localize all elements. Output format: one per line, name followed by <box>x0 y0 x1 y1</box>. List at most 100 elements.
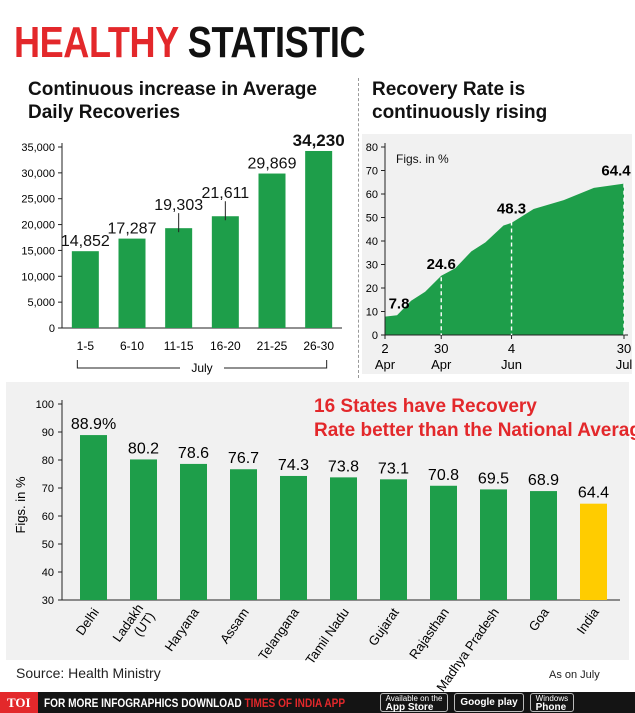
states-panel <box>6 382 629 660</box>
bar-goa <box>530 491 557 600</box>
title-statistic: STATISTIC <box>187 18 366 67</box>
windows-phone-badge-small: Windows <box>535 693 569 703</box>
toi-logo[interactable]: TOI <box>0 692 38 713</box>
y-tick-label: 20 <box>366 283 378 295</box>
x-tick-label: 30 Apr <box>431 341 452 372</box>
annotation-label: 48.3 <box>497 200 526 217</box>
bar-telangana <box>280 475 307 600</box>
google-play-badge[interactable]: Google play <box>454 693 524 712</box>
data-label: 88.9% <box>71 416 116 433</box>
x-tick-label: 30 Jul <box>616 341 633 372</box>
bar-haryana <box>180 463 207 600</box>
y-tick-label: 80 <box>42 455 54 467</box>
bar-gujarat <box>380 479 407 600</box>
left-chart-heading: Continuous increase in Average Daily Rec… <box>28 79 317 123</box>
vertical-divider <box>358 78 359 378</box>
annotation-label: 24.6 <box>427 256 456 273</box>
bar-6-10 <box>118 238 146 328</box>
bar-26-30 <box>305 150 333 328</box>
data-label: 19,303 <box>154 197 203 214</box>
y-tick-label: 70 <box>366 166 378 178</box>
as-on-note: As on July <box>549 669 600 681</box>
bar-ladakh--ut- <box>130 459 157 600</box>
data-label: 34,230 <box>293 131 345 150</box>
bar-india <box>580 503 607 600</box>
x-tick-label: 26-30 <box>303 339 334 353</box>
y-tick-label: 30 <box>366 260 378 272</box>
bar-tamil-nadu <box>330 477 357 600</box>
x-tick-label: 4 Jun <box>501 341 522 372</box>
app-store-badge[interactable]: Available on the App Store <box>379 693 449 713</box>
x-tick-label: Haryana <box>161 604 202 653</box>
data-label: 29,869 <box>248 156 297 173</box>
title-healthy: HEALTHY <box>14 18 179 67</box>
right-chart-heading: Recovery Rate is continuously rising <box>372 79 548 123</box>
y-tick-label: 0 <box>49 323 55 335</box>
x-tick-label: Gujarat <box>365 605 402 649</box>
x-tick-label: Tamil Nadu <box>302 605 352 667</box>
data-label: 17,287 <box>108 221 157 238</box>
x-tick-label: Delhi <box>73 605 102 638</box>
footer-promo-prefix: FOR MORE INFOGRAPHICS DOWNLOAD <box>43 695 242 710</box>
windows-phone-badge[interactable]: Windows Phone <box>529 693 575 712</box>
y-axis-title: Figs. in % <box>13 476 28 534</box>
x-tick-label: 21-25 <box>257 339 288 353</box>
y-tick-label: 50 <box>366 213 378 225</box>
footer-promo[interactable]: FOR MORE INFOGRAPHICS DOWNLOAD TIMES OF … <box>43 695 345 710</box>
data-label: 73.8 <box>328 458 359 475</box>
data-label: 14,852 <box>61 233 110 250</box>
bar-assam <box>230 469 257 600</box>
y-tick-label: 30 <box>42 595 54 607</box>
x-tick-label: India <box>573 604 602 636</box>
y-tick-label: 5,000 <box>27 297 55 309</box>
y-tick-label: 10 <box>366 307 378 319</box>
app-store-badge-small: Available on the <box>385 693 443 703</box>
x-tick-label: Assam <box>217 605 252 646</box>
data-label: 76.7 <box>228 450 259 467</box>
data-label: 69.5 <box>478 470 509 487</box>
data-label: 68.9 <box>528 472 559 489</box>
x-tick-label: Goa <box>526 604 553 633</box>
x-tick-label: Rajasthan <box>406 605 452 662</box>
chart-title: 16 States have Recovery Rate better than … <box>314 396 635 441</box>
recovery-rate-area <box>385 183 624 335</box>
data-label: 74.3 <box>278 457 309 474</box>
x-tick-label: Telangana <box>255 604 302 662</box>
bar-1-5 <box>71 251 99 328</box>
y-tick-label: 90 <box>42 427 54 439</box>
y-tick-label: 40 <box>42 567 54 579</box>
annotation-label: 7.8 <box>389 296 410 313</box>
app-store-badge-big: App Store <box>385 701 434 713</box>
data-label: 73.1 <box>378 460 409 477</box>
page-title: HEALTHY STATISTIC <box>14 18 366 68</box>
y-tick-label: 70 <box>42 483 54 495</box>
y-tick-label: 40 <box>366 236 378 248</box>
y-tick-label: 60 <box>42 511 54 523</box>
y-tick-label: 60 <box>366 189 378 201</box>
data-label: 64.4 <box>578 485 609 502</box>
google-play-badge-big: Google play <box>460 697 518 708</box>
data-label: 70.8 <box>428 467 459 484</box>
data-label: 80.2 <box>128 440 159 457</box>
unit-label: Figs. in % <box>396 152 449 166</box>
data-label: 78.6 <box>178 445 209 462</box>
y-tick-label: 0 <box>372 330 378 342</box>
july-label-bg <box>180 360 224 376</box>
bar-21-25 <box>258 173 286 328</box>
footer-bar: TOI FOR MORE INFOGRAPHICS DOWNLOAD TIMES… <box>0 692 635 713</box>
x-tick-label: 16-20 <box>210 339 241 353</box>
y-tick-label: 50 <box>42 539 54 551</box>
y-tick-label: 100 <box>36 399 54 411</box>
y-tick-label: 30,000 <box>21 168 55 180</box>
y-tick-label: 10,000 <box>21 271 55 283</box>
bar-16-20 <box>211 216 239 328</box>
bar-delhi <box>80 435 107 600</box>
x-tick-label: 1-5 <box>77 339 95 353</box>
x-tick-label: Ladakh(UT) <box>109 601 157 653</box>
x-tick-label: 2 Apr <box>375 341 396 372</box>
data-label: 21,611 <box>201 185 249 202</box>
bar-rajasthan <box>430 485 457 600</box>
y-tick-label: 35,000 <box>21 142 55 154</box>
